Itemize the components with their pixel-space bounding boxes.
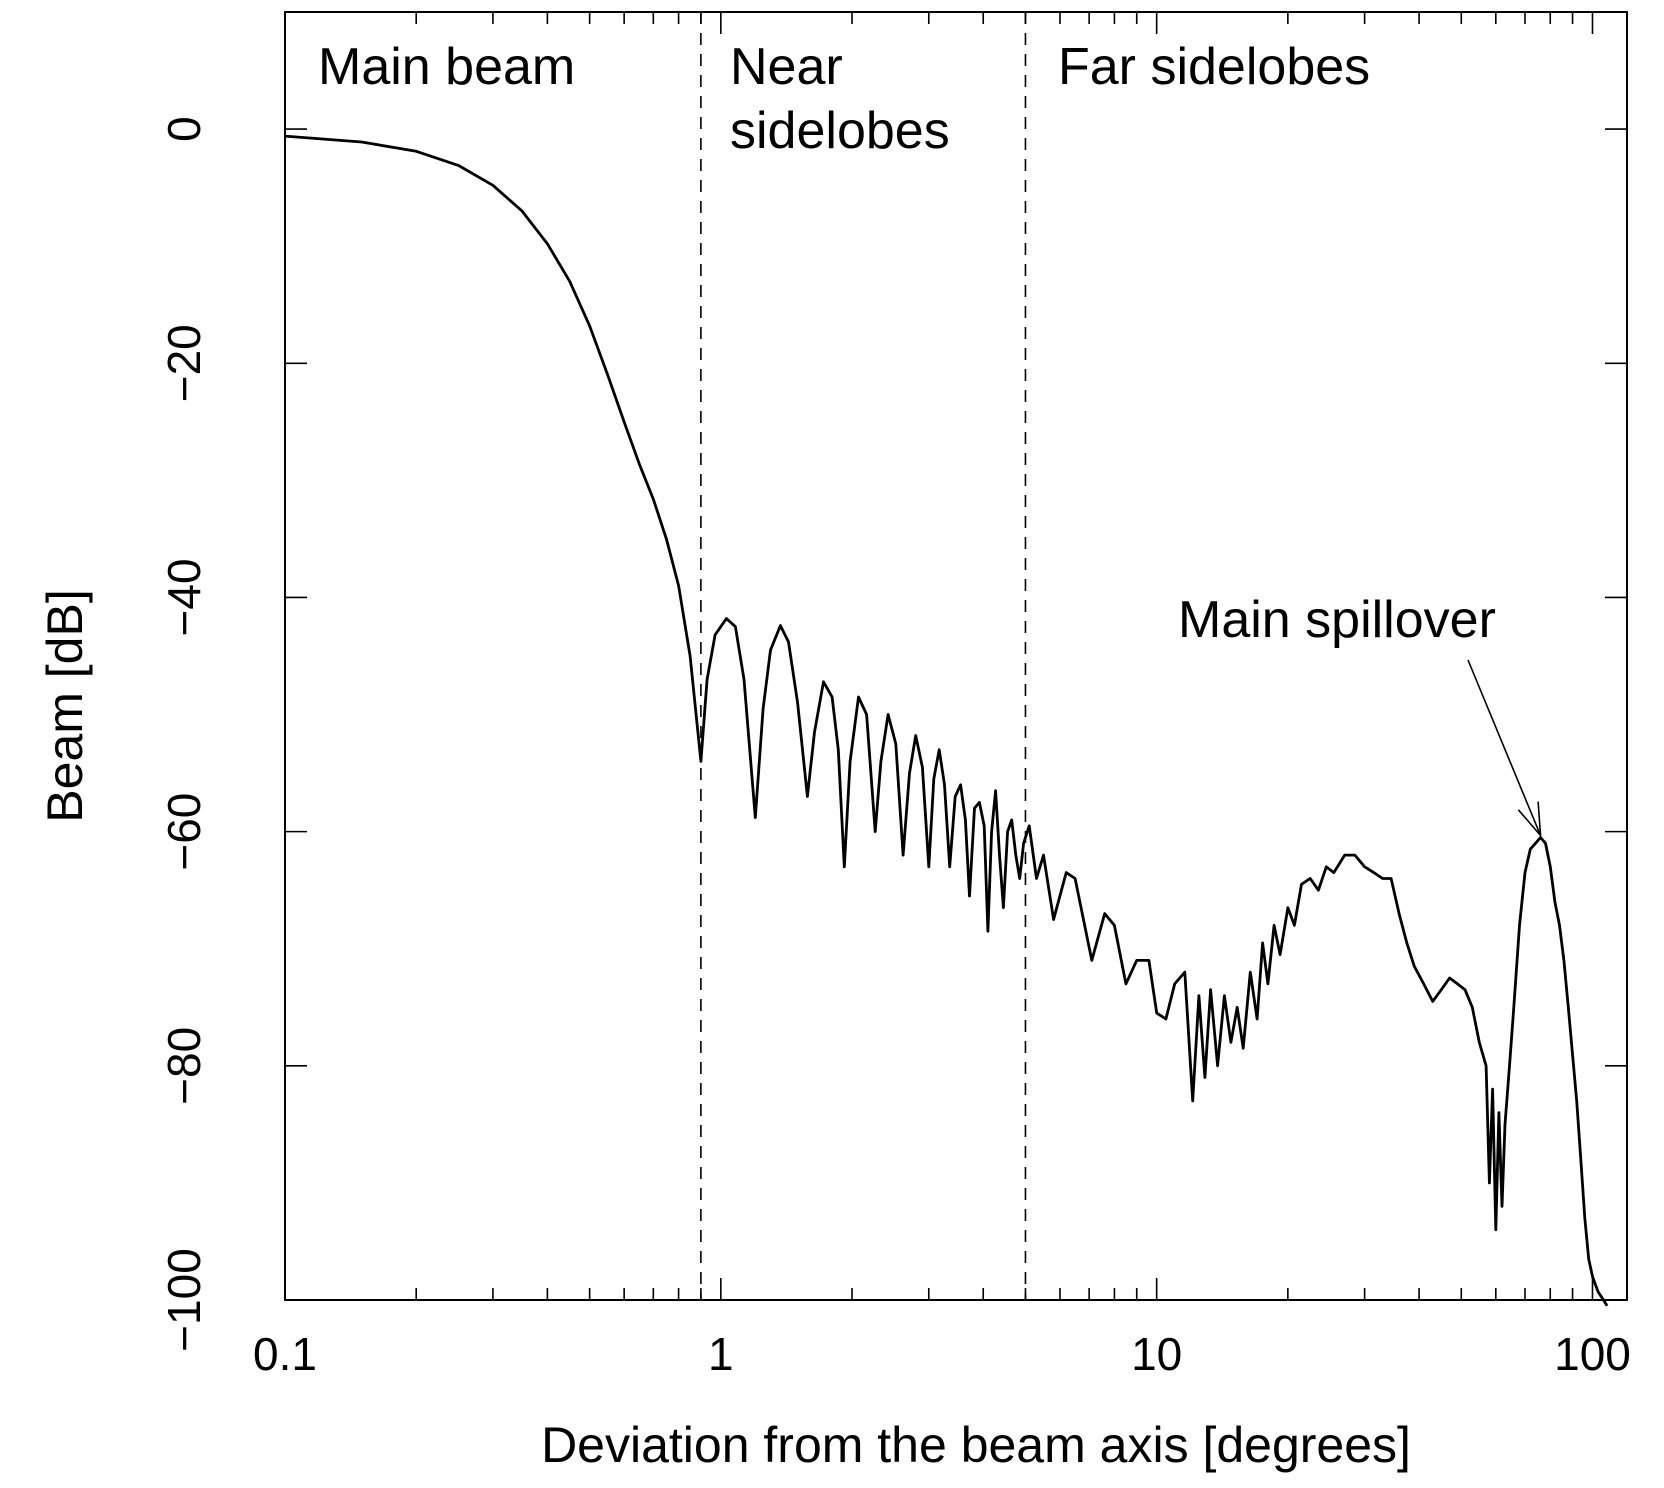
annotation-main-spillover: Main spillover — [1178, 591, 1496, 649]
label-layer: 0.1 1 10 100 0 −20 −40 −60 −80 −100 Main beam Near s… — [158, 38, 1631, 1380]
region-boundaries — [700, 12, 1027, 1300]
y-axis-label: Beam [dB] — [37, 589, 93, 822]
x-tick-label: 0.1 — [253, 1328, 317, 1380]
y-tick-label: −80 — [158, 1027, 210, 1105]
region-label-line: sidelobes — [730, 102, 950, 160]
y-tick-label: −60 — [158, 793, 210, 871]
x-tick-label: 100 — [1554, 1328, 1631, 1380]
plot-frame — [284, 11, 1628, 1301]
annotation-arrowhead — [1517, 801, 1542, 838]
region-label: Main beam — [318, 38, 575, 96]
y-tick-label: −20 — [158, 324, 210, 402]
y-tick-label: −40 — [158, 558, 210, 636]
tick-layer — [284, 12, 1627, 1301]
x-tick-label: 10 — [1131, 1328, 1182, 1380]
y-tick-label: −100 — [158, 1248, 210, 1352]
curve-layer — [284, 134, 1609, 1307]
region-label-line: Near — [730, 38, 843, 96]
y-tick-label: 0 — [158, 116, 210, 142]
annotation-arrow — [1467, 659, 1542, 836]
region-label: Far sidelobes — [1058, 38, 1370, 96]
x-axis-label: Deviation from the beam axis [degrees] — [541, 1417, 1411, 1473]
x-tick-label: 1 — [708, 1328, 734, 1380]
region-label: Near sidelobes — [730, 38, 950, 160]
beam-pattern-line — [284, 134, 1609, 1307]
